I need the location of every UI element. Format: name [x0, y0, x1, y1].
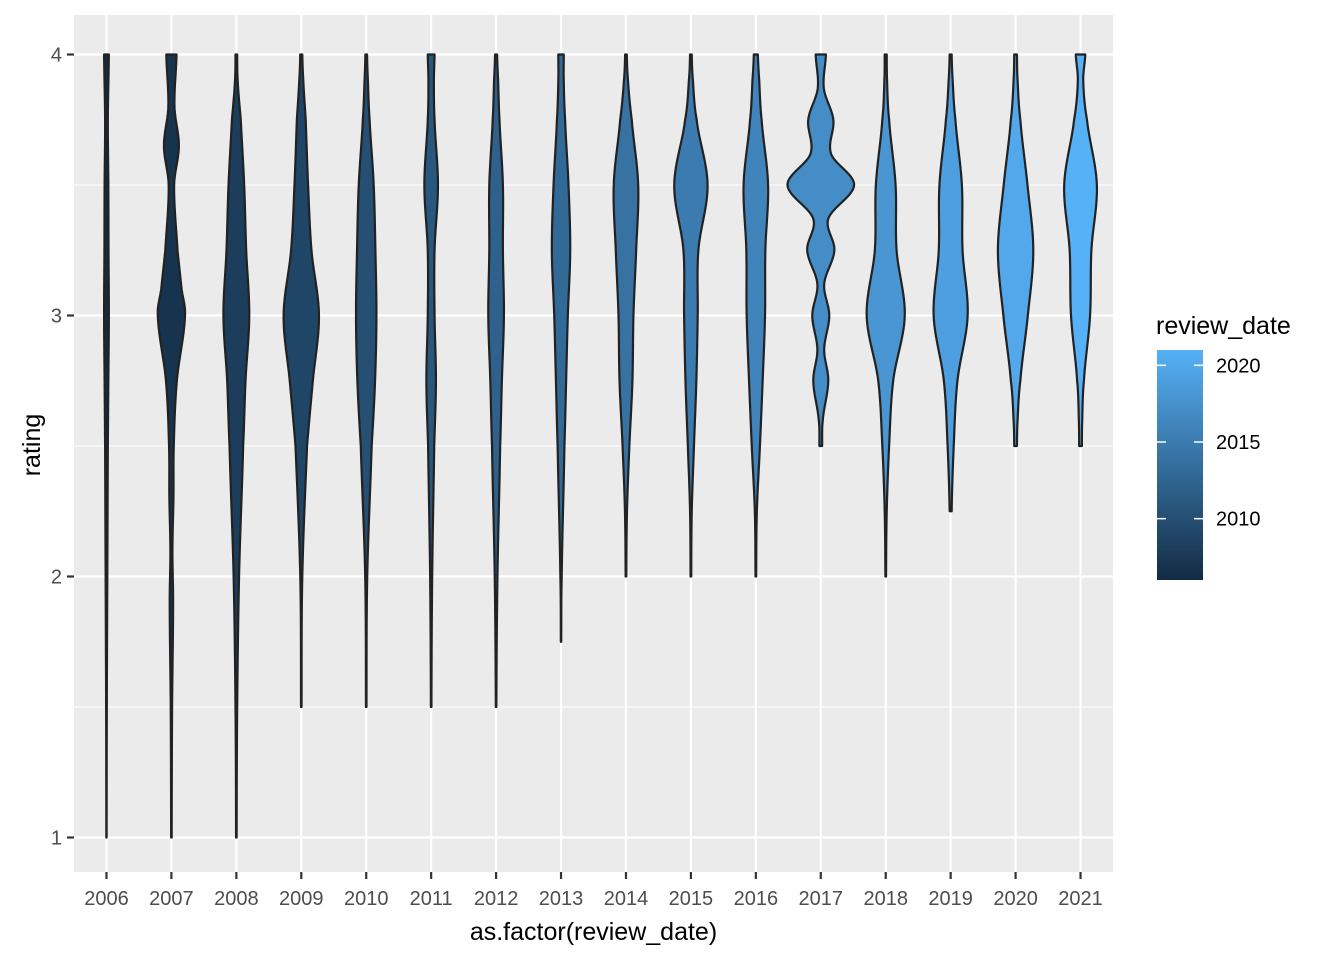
- violin-2009: [282, 53, 321, 709]
- plot-panel: [74, 15, 1113, 872]
- x-tick-label: 2011: [410, 888, 453, 910]
- legend-title: review_date: [1156, 312, 1291, 340]
- violin-2006: [102, 53, 110, 839]
- violin-2010: [354, 53, 378, 709]
- violin-2013: [550, 53, 572, 643]
- x-tick-label: 2019: [928, 888, 973, 910]
- x-tick-label: 2021: [1058, 888, 1103, 910]
- violin-2015: [673, 53, 709, 578]
- x-tick-label: 2006: [84, 888, 129, 910]
- violin-2016: [742, 53, 770, 578]
- violin-2011: [423, 53, 440, 709]
- y-tick-label: 2: [51, 567, 62, 589]
- y-tick-label: 4: [51, 45, 62, 67]
- x-axis-title: as.factor(review_date): [470, 918, 717, 946]
- legend-ticks: 2010 2015 2020: [1157, 355, 1261, 531]
- x-axis: 2006 2007 2008 2009 2010 2011 2012 2013 2014 2015…: [84, 872, 1103, 910]
- x-tick-label: 2018: [863, 888, 908, 910]
- x-tick-label: 2013: [539, 888, 584, 910]
- x-tick-label: 2010: [344, 888, 389, 910]
- y-tick-label: 1: [51, 828, 62, 850]
- legend-tick-label: 2015: [1216, 432, 1261, 454]
- color-legend: review_date 2010 2015 2020: [1156, 312, 1291, 580]
- x-tick-label: 2014: [604, 888, 649, 910]
- x-tick-label: 2020: [993, 888, 1038, 910]
- legend-tick-label: 2010: [1216, 509, 1261, 531]
- legend-tick-label: 2020: [1216, 355, 1261, 377]
- violin-layer: [102, 53, 1099, 839]
- violin-2014: [612, 53, 640, 578]
- y-axis: 1 2 3 4: [51, 45, 74, 850]
- violin-2008: [222, 53, 251, 839]
- violin-2017: [786, 53, 856, 448]
- x-tick-label: 2007: [149, 888, 194, 910]
- violin-2012: [487, 53, 506, 709]
- violin-2018: [865, 53, 906, 578]
- x-tick-label: 2015: [669, 888, 714, 910]
- violin-2019: [932, 53, 969, 513]
- x-tick-label: 2009: [279, 888, 324, 910]
- violin-2020: [996, 53, 1035, 448]
- y-axis-title: rating: [18, 414, 46, 477]
- x-tick-label: 2008: [214, 888, 259, 910]
- x-tick-label: 2016: [734, 888, 779, 910]
- violin-2007: [156, 53, 187, 839]
- violin-2021: [1063, 53, 1099, 448]
- y-tick-label: 3: [51, 306, 62, 328]
- x-tick-label: 2012: [474, 888, 519, 910]
- x-tick-label: 2017: [799, 888, 844, 910]
- legend-colorbar: [1157, 350, 1203, 580]
